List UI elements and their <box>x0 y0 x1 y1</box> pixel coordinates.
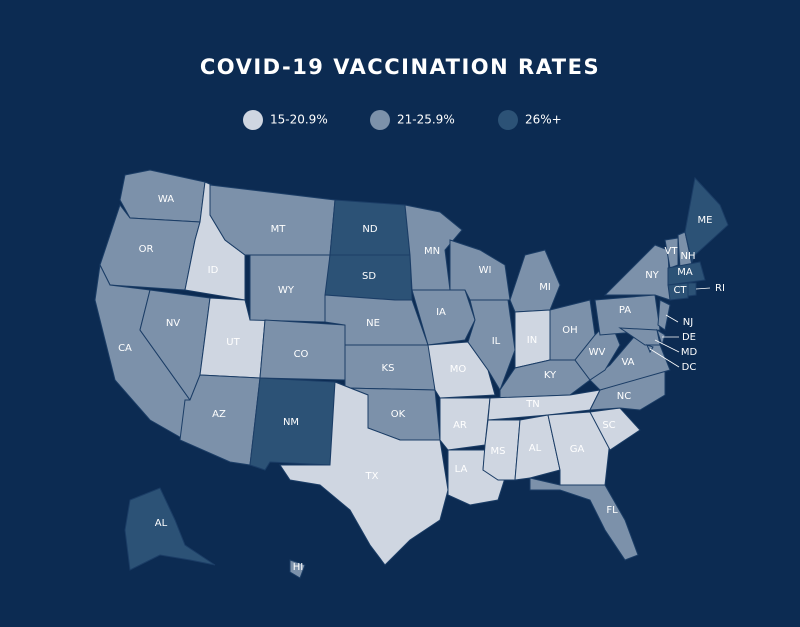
state-label: NH <box>681 251 696 262</box>
state-label: AL <box>529 443 542 454</box>
map-title: COVID-19 VACCINATION RATES <box>200 55 600 79</box>
state-label: IL <box>492 336 501 347</box>
state-label: UT <box>226 337 240 348</box>
state-label: DC <box>682 362 697 373</box>
state <box>514 414 561 481</box>
state <box>667 261 706 286</box>
legend-swatch <box>498 110 518 130</box>
state-label: ID <box>208 265 219 276</box>
state <box>618 327 661 346</box>
state-label: GA <box>570 444 585 455</box>
state <box>279 381 449 566</box>
state-label: MD <box>681 347 698 358</box>
state-label: PA <box>619 305 631 316</box>
state-label: DE <box>682 332 696 343</box>
state-label: SC <box>602 420 615 431</box>
state <box>656 328 666 347</box>
states <box>94 169 729 579</box>
state-labels: WA OR CA ID NV UT AZ MT WY CO NM ND SD NE KS OK TX MN IA MO… <box>118 194 725 573</box>
state-label: WI <box>479 265 492 276</box>
state-label: CO <box>294 349 309 360</box>
state-label: NM <box>283 417 299 428</box>
state-label: OH <box>562 325 577 336</box>
legend: 15-20.9% 21-25.9% 26%+ <box>243 110 562 130</box>
state-label: MO <box>450 364 467 375</box>
state <box>589 407 641 451</box>
state-label: AR <box>453 420 467 431</box>
state-label: SD <box>362 271 376 282</box>
state-label: TN <box>525 399 540 410</box>
leader-line <box>649 348 680 368</box>
state-label: OK <box>391 409 406 420</box>
state <box>574 319 621 381</box>
state <box>404 204 463 291</box>
state <box>687 282 697 297</box>
state <box>594 294 661 336</box>
state-label: MN <box>424 246 440 257</box>
state-label: AZ <box>212 409 226 420</box>
state <box>657 299 671 331</box>
state-label: WV <box>589 347 606 358</box>
state <box>529 477 639 561</box>
legend-label: 21-25.9% <box>397 113 455 127</box>
state-label: RI <box>715 283 725 294</box>
state-label: CT <box>673 285 687 296</box>
legend-swatch <box>243 110 263 130</box>
state-label: MS <box>491 446 506 457</box>
state-label: TX <box>365 471 379 482</box>
state-label: NV <box>166 318 180 329</box>
state-label: VT <box>665 246 679 257</box>
state-label: NC <box>617 391 631 402</box>
state-label: WY <box>278 285 295 296</box>
state-label: ND <box>362 224 377 235</box>
state <box>124 487 216 571</box>
state-label: NE <box>366 318 380 329</box>
legend-label: 15-20.9% <box>270 113 328 127</box>
state-label: IA <box>436 307 446 318</box>
state <box>467 299 516 392</box>
state-label: MI <box>539 282 551 293</box>
leader-line <box>654 339 680 353</box>
state-label: FL <box>606 505 618 516</box>
state <box>664 237 679 269</box>
state-label: MT <box>271 224 287 235</box>
state-label: IN <box>527 335 537 346</box>
state-label: WA <box>158 194 174 205</box>
state-label: AL <box>155 518 168 529</box>
state <box>439 397 491 451</box>
state-label: VA <box>621 357 634 368</box>
state-label: MA <box>677 267 693 278</box>
legend-swatch <box>370 110 390 130</box>
leader-line <box>695 287 711 290</box>
state <box>667 282 689 301</box>
state-label: HI <box>293 562 303 573</box>
state-label: OR <box>139 244 154 255</box>
state-label: KS <box>382 363 395 374</box>
state-label: ME <box>698 215 713 226</box>
state-label: CA <box>118 343 132 354</box>
leader-line <box>665 314 679 323</box>
legend-label: 26%+ <box>525 113 562 127</box>
state-label: NJ <box>683 317 693 328</box>
state-label: KY <box>544 370 557 381</box>
state <box>289 559 306 579</box>
state-label: NY <box>645 270 659 281</box>
state <box>684 176 729 264</box>
state-label: LA <box>455 464 468 475</box>
